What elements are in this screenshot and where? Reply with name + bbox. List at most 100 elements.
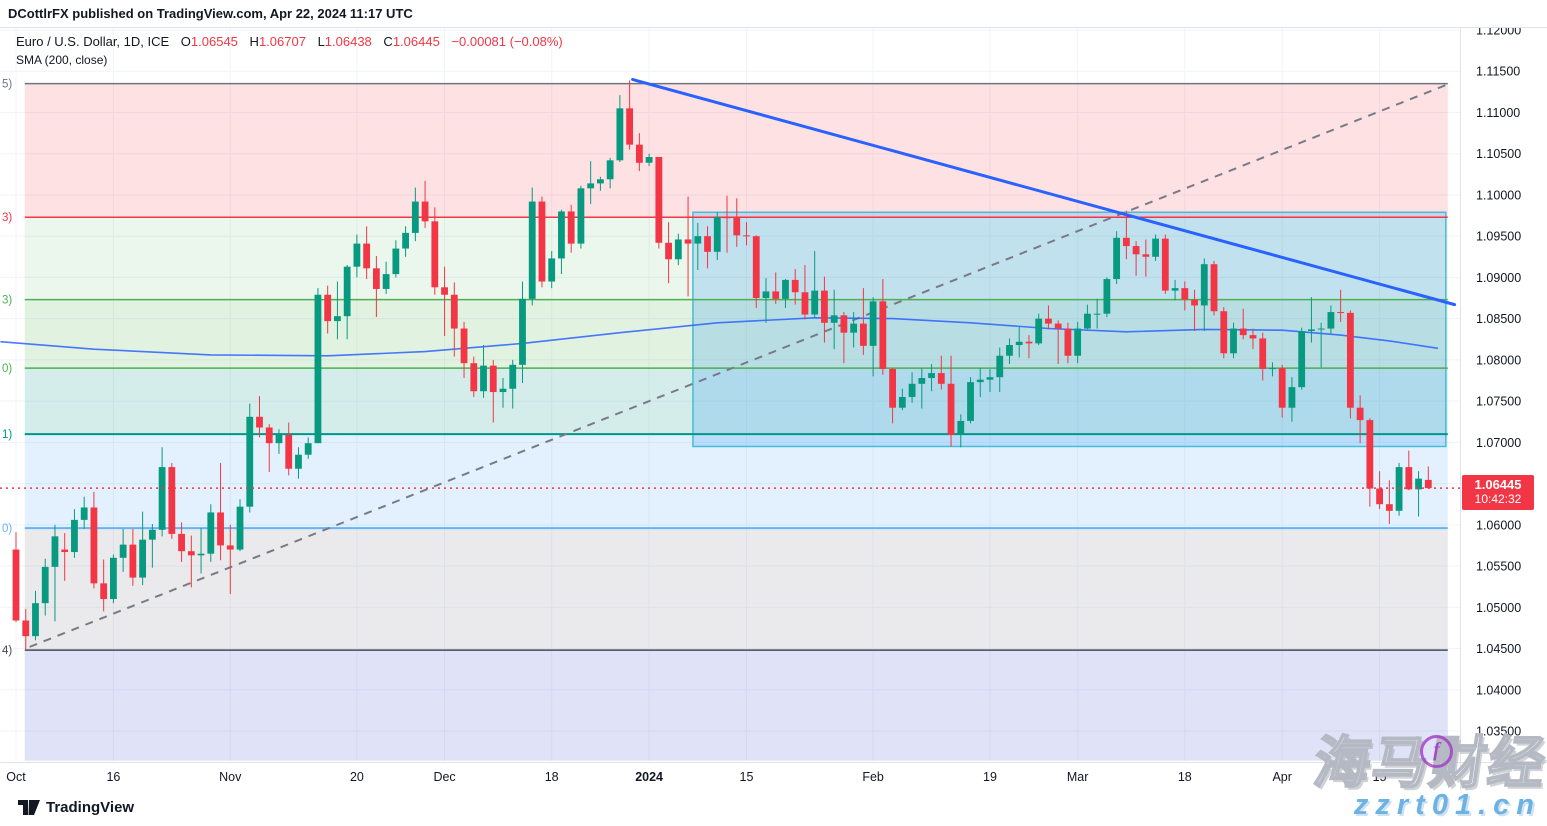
time-axis-labels[interactable]: Oct 16 Nov 20 Dec 18 2024 15 Feb 19 Mar 18 Apr 15 bbox=[6, 770, 1386, 784]
symbol-title: Euro / U.S. Dollar, 1D, ICE bbox=[16, 34, 170, 49]
candle-body bbox=[762, 291, 770, 299]
footer-bar: TradingView bbox=[0, 790, 1547, 826]
candle-body bbox=[519, 298, 526, 365]
chart-legend[interactable]: Euro / U.S. Dollar, 1D, ICE O1.06545 H1.… bbox=[16, 34, 563, 67]
candle-body bbox=[1103, 279, 1111, 314]
time-tick-label: Nov bbox=[219, 770, 242, 784]
candle-body bbox=[801, 292, 809, 315]
price-tick-label: 1.10500 bbox=[1476, 147, 1521, 161]
close-label: C bbox=[383, 34, 393, 49]
fib-lines[interactable] bbox=[24, 82, 1448, 651]
candle-body bbox=[1045, 318, 1052, 324]
candle-body bbox=[22, 620, 30, 637]
candle-body bbox=[119, 544, 127, 558]
candle-body bbox=[743, 235, 750, 237]
candle-body bbox=[411, 201, 419, 233]
candle-body bbox=[450, 294, 458, 329]
price-tick-label: 1.11500 bbox=[1476, 65, 1520, 79]
candle-body bbox=[548, 258, 556, 282]
price-tick-label: 1.07500 bbox=[1476, 395, 1521, 409]
fib-level-label: 0) bbox=[2, 523, 12, 535]
downtrend-line[interactable] bbox=[631, 77, 1457, 307]
candle-body bbox=[71, 519, 78, 553]
candle-body bbox=[918, 378, 926, 384]
low-value: 1.06438 bbox=[324, 34, 372, 49]
time-tick-label: 20 bbox=[350, 770, 364, 784]
candles[interactable] bbox=[12, 80, 1432, 651]
candle-body bbox=[928, 373, 935, 379]
price-tick-label: 1.11000 bbox=[1476, 106, 1520, 120]
price-tick-label: 1.05500 bbox=[1476, 560, 1521, 574]
candle-body bbox=[840, 315, 848, 333]
candle-body bbox=[402, 232, 409, 249]
time-tick-label: Apr bbox=[1272, 770, 1291, 784]
candle-body bbox=[441, 287, 448, 295]
high-value: 1.06707 bbox=[258, 34, 306, 49]
time-tick-label: Oct bbox=[6, 770, 26, 784]
candle-body bbox=[392, 248, 400, 275]
low-label: L bbox=[317, 34, 325, 49]
candle-body bbox=[1093, 313, 1101, 315]
attribution-text: DCottlrFX published on TradingView.com, … bbox=[8, 6, 413, 21]
candle-body bbox=[129, 544, 137, 578]
candle-body bbox=[538, 201, 546, 282]
candle-body bbox=[372, 268, 380, 289]
fib-level-label: 3) bbox=[2, 212, 12, 224]
candle-body bbox=[1249, 335, 1257, 339]
candle-body bbox=[100, 583, 108, 600]
tradingview-brand-text: TradingView bbox=[46, 799, 135, 816]
fib-zones bbox=[24, 83, 1448, 761]
candle-body bbox=[226, 545, 234, 550]
candle-body bbox=[41, 566, 49, 604]
candle-body bbox=[1259, 338, 1267, 369]
candle-body bbox=[431, 221, 439, 288]
candle-body bbox=[265, 427, 273, 444]
candle-body bbox=[324, 294, 332, 322]
candle-body bbox=[61, 549, 69, 553]
candle-body bbox=[1220, 311, 1228, 354]
candle-body bbox=[90, 507, 98, 584]
candle-body bbox=[859, 323, 867, 346]
candle-body bbox=[528, 201, 536, 299]
tradingview-brand-link[interactable]: TradingView bbox=[18, 799, 134, 816]
indicator-legend-row[interactable]: SMA (200, close) bbox=[16, 53, 563, 67]
candle-body bbox=[1015, 341, 1023, 346]
candle-body bbox=[1210, 264, 1218, 312]
candle-body bbox=[187, 551, 195, 556]
tradingview-logo-icon bbox=[18, 800, 40, 815]
fib-zone bbox=[24, 650, 1448, 761]
time-tick-label: Feb bbox=[862, 770, 884, 784]
change-value: −0.00081 (−0.08%) bbox=[451, 34, 563, 49]
candle-body bbox=[314, 294, 322, 444]
candle-body bbox=[597, 179, 604, 184]
candle-body bbox=[1161, 238, 1169, 291]
candle-body bbox=[1074, 328, 1082, 356]
price-axis-labels[interactable]: 1.120001.115001.110001.105001.100001.095… bbox=[1476, 24, 1521, 739]
candle-body bbox=[197, 553, 205, 556]
candle-body bbox=[256, 416, 263, 428]
open-value: 1.06545 bbox=[190, 34, 238, 49]
candle-body bbox=[1366, 420, 1374, 489]
candle-body bbox=[421, 201, 429, 222]
candle-body bbox=[168, 467, 176, 534]
price-tick-label: 1.06000 bbox=[1476, 518, 1521, 532]
candle-body bbox=[1132, 246, 1140, 255]
candle-body bbox=[937, 373, 945, 384]
candle-body bbox=[684, 239, 692, 244]
price-tick-label: 1.03500 bbox=[1476, 724, 1521, 738]
fib-level-label: 0) bbox=[2, 363, 12, 375]
candle-body bbox=[32, 603, 39, 637]
candle-body bbox=[509, 364, 517, 389]
candle-body bbox=[976, 379, 984, 383]
candle-body bbox=[791, 279, 799, 293]
time-tick-label: 18 bbox=[545, 770, 559, 784]
candle-body bbox=[1122, 237, 1130, 247]
candle-body bbox=[246, 416, 254, 507]
time-tick-label: Mar bbox=[1067, 770, 1089, 784]
candle-body bbox=[1171, 288, 1179, 291]
candle-body bbox=[694, 236, 702, 244]
bar-countdown: 10:42:32 bbox=[1474, 492, 1522, 506]
candle-body bbox=[139, 539, 147, 578]
